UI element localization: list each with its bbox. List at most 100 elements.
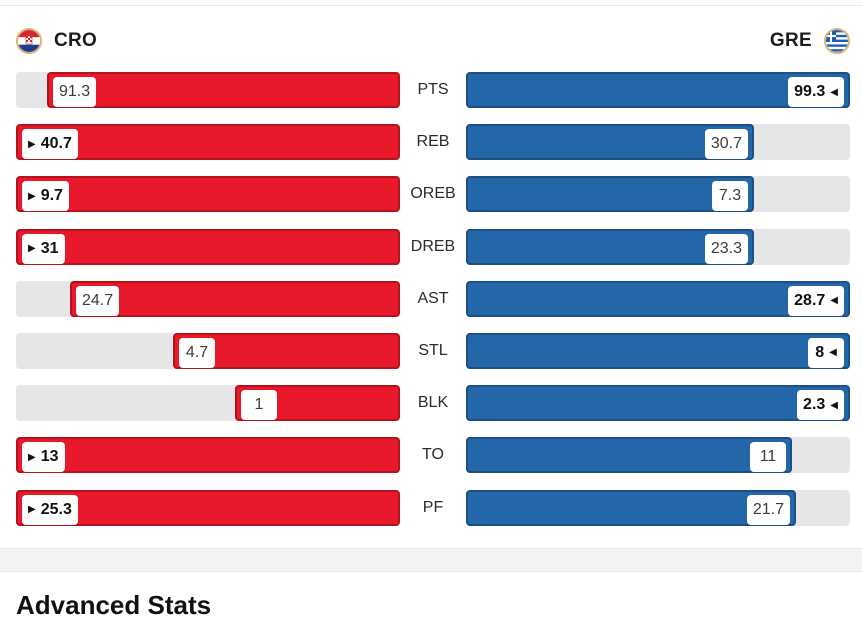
leader-arrow-icon: ▶: [28, 504, 36, 515]
gre-bar-fill: 30.7: [466, 124, 754, 161]
gre-value-badge: 8 ◀: [808, 337, 844, 368]
top-divider: [0, 0, 862, 6]
leader-arrow-icon: ◀: [830, 399, 838, 411]
gre-value: 23.3: [710, 239, 742, 257]
gre-bar-fill: 28.7 ◀: [466, 280, 850, 317]
gre-value-badge: 21.7: [746, 494, 790, 525]
cro-value-badge: ▶ 13: [22, 442, 65, 473]
team-code-left: CRO: [54, 30, 98, 51]
cro-bar-fill: 1: [235, 385, 400, 422]
gre-value: 30.7: [710, 135, 742, 153]
cro-bar-track: ▶ 31: [16, 228, 400, 265]
cro-bar-fill: 91.3: [47, 72, 400, 108]
leader-arrow-icon: ▶: [28, 243, 36, 255]
stat-row: ▶ 25.3 PF 21.7: [0, 489, 862, 526]
stat-row: ▶ 13 TO 11: [0, 437, 862, 474]
gre-value: 99.3: [794, 83, 826, 100]
team-stats-comparison: 91.3 PTS 99.3 ◀ ▶ 40.7 REB 30.7 ▶ 9.7 OREB 7.3 ▶ 3…: [0, 72, 862, 542]
gre-bar-fill: 11: [466, 437, 792, 474]
gre-value: 8: [815, 343, 825, 361]
gre-value-badge: 99.3 ◀: [788, 77, 844, 107]
stat-row: ▶ 9.7 OREB 7.3: [0, 176, 862, 213]
cro-bar-track: 24.7: [16, 280, 400, 317]
stat-label: BLK: [417, 394, 449, 412]
gre-value-badge: 23.3: [704, 233, 748, 264]
leader-arrow-icon: ▶: [28, 190, 36, 202]
gre-value-badge: 28.7 ◀: [788, 285, 844, 316]
cro-value: 31: [40, 239, 59, 257]
gre-value-badge: 30.7: [704, 129, 748, 160]
section-divider: [0, 548, 862, 572]
cro-value: 13: [40, 448, 59, 466]
cro-value: 25.3: [40, 500, 72, 518]
advanced-stats-heading: Advanced Stats: [16, 590, 212, 620]
cro-bar-track: 1: [16, 385, 400, 422]
cro-bar-track: ▶ 9.7: [16, 176, 400, 213]
cro-bar-fill: ▶ 25.3: [16, 489, 400, 526]
cro-bar-track: ▶ 25.3: [16, 489, 400, 526]
gre-value-badge: 7.3: [712, 181, 748, 212]
cro-value: 4.7: [185, 343, 209, 361]
team-header-right: GRE: [770, 26, 850, 56]
stat-row: ▶ 31 DREB 23.3: [0, 228, 862, 265]
cro-bar-track: 91.3: [16, 72, 400, 108]
cro-bar-fill: ▶ 9.7: [16, 176, 400, 213]
cro-bar-fill: 24.7: [70, 280, 400, 317]
stat-label: PF: [422, 498, 444, 516]
cro-bar-fill: ▶ 31: [16, 228, 400, 265]
cro-bar-track: ▶ 40.7: [16, 124, 400, 161]
cro-value: 91.3: [59, 83, 91, 100]
cro-value-badge: ▶ 9.7: [22, 181, 69, 212]
cro-value: 1: [254, 396, 264, 414]
gre-bar-fill: 23.3: [466, 228, 754, 265]
gre-value-badge: 11: [750, 442, 786, 473]
gre-bar-fill: 7.3: [466, 176, 754, 213]
cro-value-badge: 24.7: [76, 285, 120, 316]
stat-label: DREB: [410, 237, 456, 255]
cro-value-badge: ▶ 25.3: [22, 494, 78, 525]
greece-flag-icon: [824, 28, 850, 54]
gre-value: 2.3: [803, 396, 826, 414]
stat-row: 24.7 AST 28.7 ◀: [0, 280, 862, 317]
cro-value: 9.7: [40, 187, 63, 205]
gre-bar-fill: 8 ◀: [466, 332, 850, 369]
gre-bar-fill: 2.3 ◀: [466, 385, 850, 422]
team-header-left: CRO: [16, 26, 97, 56]
leader-arrow-icon: ◀: [830, 295, 838, 307]
leader-arrow-icon: ▶: [28, 138, 36, 150]
gre-bar-track: 30.7: [466, 124, 850, 161]
cro-bar-fill: 4.7: [173, 332, 400, 369]
cro-value: 40.7: [40, 135, 72, 153]
stat-label: AST: [417, 289, 449, 307]
stat-row: 91.3 PTS 99.3 ◀: [0, 72, 862, 108]
gre-bar-fill: 99.3 ◀: [466, 72, 850, 108]
gre-bar-track: 21.7: [466, 489, 850, 526]
cro-value-badge: 1: [241, 390, 277, 421]
cro-bar-track: 4.7: [16, 332, 400, 369]
cro-value: 24.7: [82, 291, 114, 309]
leader-arrow-icon: ▶: [28, 451, 36, 463]
stat-row: ▶ 40.7 REB 30.7: [0, 124, 862, 161]
cro-bar-track: ▶ 13: [16, 437, 400, 474]
gre-value-badge: 2.3 ◀: [797, 390, 844, 421]
gre-bar-track: 28.7 ◀: [466, 280, 850, 317]
gre-value: 21.7: [752, 500, 784, 518]
stat-row: 1 BLK 2.3 ◀: [0, 385, 862, 422]
gre-bar-track: 23.3: [466, 228, 850, 265]
croatia-flag-icon: [16, 28, 42, 54]
stat-label: TO: [422, 446, 444, 464]
stat-row: 4.7 STL 8 ◀: [0, 332, 862, 369]
team-code-right: GRE: [769, 30, 812, 51]
stat-label: OREB: [410, 185, 456, 203]
stat-label: PTS: [417, 81, 449, 98]
gre-bar-track: 11: [466, 437, 850, 474]
gre-bar-track: 99.3 ◀: [466, 72, 850, 108]
gre-value: 11: [759, 448, 777, 466]
gre-value: 7.3: [718, 187, 742, 205]
gre-bar-track: 7.3: [466, 176, 850, 213]
gre-bar-fill: 21.7: [466, 489, 796, 526]
gre-bar-track: 8 ◀: [466, 332, 850, 369]
cro-value-badge: ▶ 31: [22, 233, 65, 264]
cro-value-badge: 4.7: [179, 337, 215, 368]
cro-value-badge: ▶ 40.7: [22, 129, 78, 160]
